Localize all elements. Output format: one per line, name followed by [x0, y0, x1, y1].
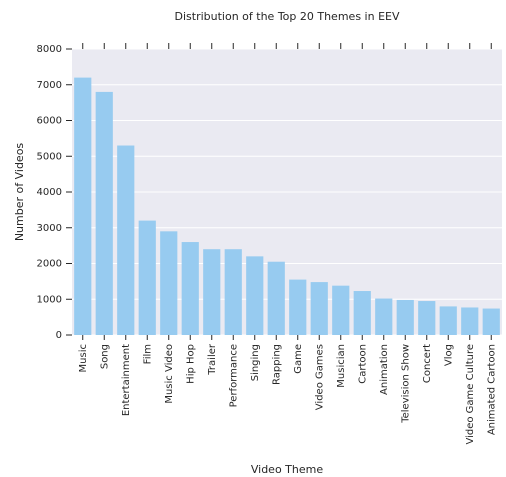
x-tick-label: Musician — [336, 344, 347, 388]
bar — [353, 291, 371, 335]
x-tick-label: Singing — [250, 344, 261, 381]
bar — [461, 307, 479, 335]
x-tick-label: Cartoon — [357, 344, 368, 384]
bar — [95, 91, 113, 336]
x-tick-label: Hip Hop — [185, 344, 196, 384]
bar — [224, 249, 242, 335]
bar — [332, 285, 350, 335]
x-tick-label: Music — [78, 344, 89, 372]
chart-title: Distribution of the Top 20 Themes in EEV — [175, 10, 400, 23]
y-tick-label: 1000 — [37, 294, 62, 305]
y-tick-label: 3000 — [37, 223, 62, 234]
y-tick-label: 2000 — [37, 259, 62, 270]
bar — [375, 298, 393, 335]
bar — [482, 308, 500, 335]
x-tick-label: Music Video — [164, 344, 175, 404]
x-tick-label: Rapping — [271, 344, 282, 385]
x-tick-label: Song — [99, 344, 110, 369]
bar — [289, 279, 307, 335]
x-tick-label: Film — [142, 344, 153, 364]
x-tick-label: Trailer — [207, 343, 218, 376]
bar — [160, 231, 178, 335]
x-tick-label: Animation — [379, 344, 390, 395]
y-tick-label: 0 — [56, 330, 62, 341]
bar — [396, 299, 414, 335]
y-axis-label: Number of Videos — [13, 143, 26, 242]
y-tick-label: 4000 — [37, 187, 62, 198]
x-tick-label: Performance — [228, 344, 239, 407]
x-tick-label: Game — [293, 344, 304, 374]
bar — [246, 256, 264, 335]
bar — [310, 282, 328, 335]
bar — [117, 145, 135, 335]
bar — [181, 242, 199, 335]
x-tick-label: Entertainment — [121, 344, 132, 416]
y-tick-label: 5000 — [37, 151, 62, 162]
y-tick-label: 8000 — [37, 44, 62, 55]
x-tick-label: Concert — [422, 344, 433, 383]
bar — [267, 261, 285, 335]
x-axis-label: Video Theme — [251, 463, 323, 476]
bar — [418, 301, 436, 335]
x-tick-label: Video Game Culture — [465, 344, 476, 445]
bar — [439, 306, 457, 335]
bar — [203, 249, 221, 335]
y-tick-label: 6000 — [37, 116, 62, 127]
y-tick-label: 7000 — [37, 80, 62, 91]
x-tick-label: Television Show — [400, 344, 411, 424]
bar — [74, 77, 92, 335]
x-tick-label: Animated Cartoon — [486, 344, 497, 435]
bar — [138, 220, 156, 335]
x-tick-label: Vlog — [443, 344, 454, 366]
x-tick-label: Video Games — [314, 344, 325, 410]
